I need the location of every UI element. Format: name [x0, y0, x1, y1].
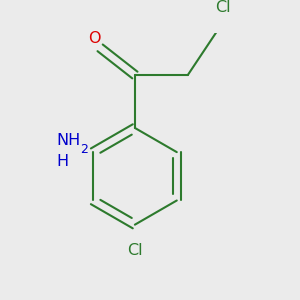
Text: Cl: Cl — [215, 0, 230, 14]
Text: NH: NH — [57, 133, 81, 148]
Text: H: H — [57, 154, 69, 169]
Text: O: O — [88, 31, 100, 46]
Text: Cl: Cl — [127, 243, 143, 258]
Text: 2: 2 — [80, 142, 88, 156]
